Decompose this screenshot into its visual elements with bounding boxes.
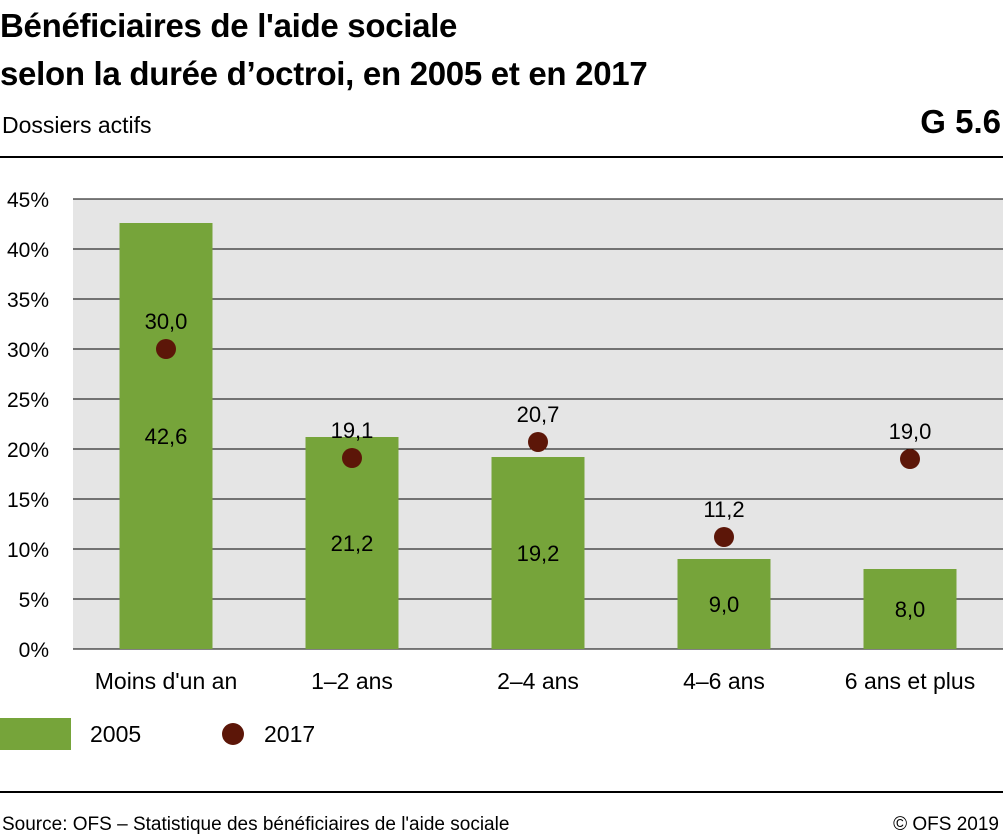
chart-title: Bénéficiaires de l'aide sociale selon la… (0, 2, 900, 98)
dot-2017 (156, 339, 176, 359)
dot-value-label: 19,1 (331, 418, 374, 443)
bar-2005 (677, 559, 771, 649)
bar-2005 (119, 223, 213, 649)
source-note: Source: OFS – Statistique des bénéficiai… (2, 814, 510, 835)
y-tick-label: 0% (19, 639, 49, 662)
bar-value-label: 19,2 (517, 541, 560, 566)
x-category-label: 6 ans et plus (845, 668, 975, 694)
y-tick-label: 5% (19, 589, 49, 612)
y-tick-label: 35% (7, 289, 49, 312)
bar-value-label: 21,2 (331, 531, 374, 556)
x-category-label: 2–4 ans (497, 668, 579, 694)
bar-value-label: 42,6 (145, 424, 188, 449)
x-category-label: 1–2 ans (311, 668, 393, 694)
y-tick-label: 25% (7, 389, 49, 412)
x-category-label: Moins d'un an (95, 668, 237, 694)
dot-2017 (900, 449, 920, 469)
x-category-label: 4–6 ans (683, 668, 765, 694)
bar-value-label: 9,0 (709, 592, 740, 617)
legend-label-2005: 2005 (90, 721, 142, 747)
legend-swatch-2017 (222, 723, 244, 745)
legend-label-2017: 2017 (264, 721, 316, 747)
dot-2017 (342, 448, 362, 468)
dot-value-label: 19,0 (889, 419, 932, 444)
dot-2017 (714, 527, 734, 547)
dot-2017 (528, 432, 548, 452)
y-tick-label: 15% (7, 489, 49, 512)
y-tick-label: 20% (7, 439, 49, 462)
bar-chart: 0% 5% 10% 15% 20% 25% 30% 35% 40% 45% 42,6 30,0 Moin… (7, 189, 1003, 694)
copyright: © OFS 2019 (893, 814, 999, 835)
y-tick-label: 40% (7, 239, 49, 262)
dot-value-label: 20,7 (517, 402, 560, 427)
dot-value-label: 30,0 (145, 309, 188, 334)
chart-number: G 5.6 (920, 103, 1001, 140)
chart-subtitle: Dossiers actifs (2, 112, 152, 138)
bar-value-label: 8,0 (895, 597, 926, 622)
y-tick-label: 30% (7, 339, 49, 362)
bar-2005 (863, 569, 957, 649)
dot-value-label: 11,2 (703, 497, 744, 522)
y-tick-label: 10% (7, 539, 49, 562)
bar-2005 (491, 457, 585, 649)
chart-title-line-1: Bénéficiaires de l'aide sociale (0, 7, 458, 44)
header-divider (0, 156, 1003, 158)
footer-divider (0, 791, 1003, 793)
bar-2005 (305, 437, 399, 649)
chart-title-line-2: selon la durée d’octroi, en 2005 et en 2… (0, 55, 648, 92)
y-tick-label: 45% (7, 189, 49, 212)
legend-swatch-2005 (0, 718, 71, 750)
